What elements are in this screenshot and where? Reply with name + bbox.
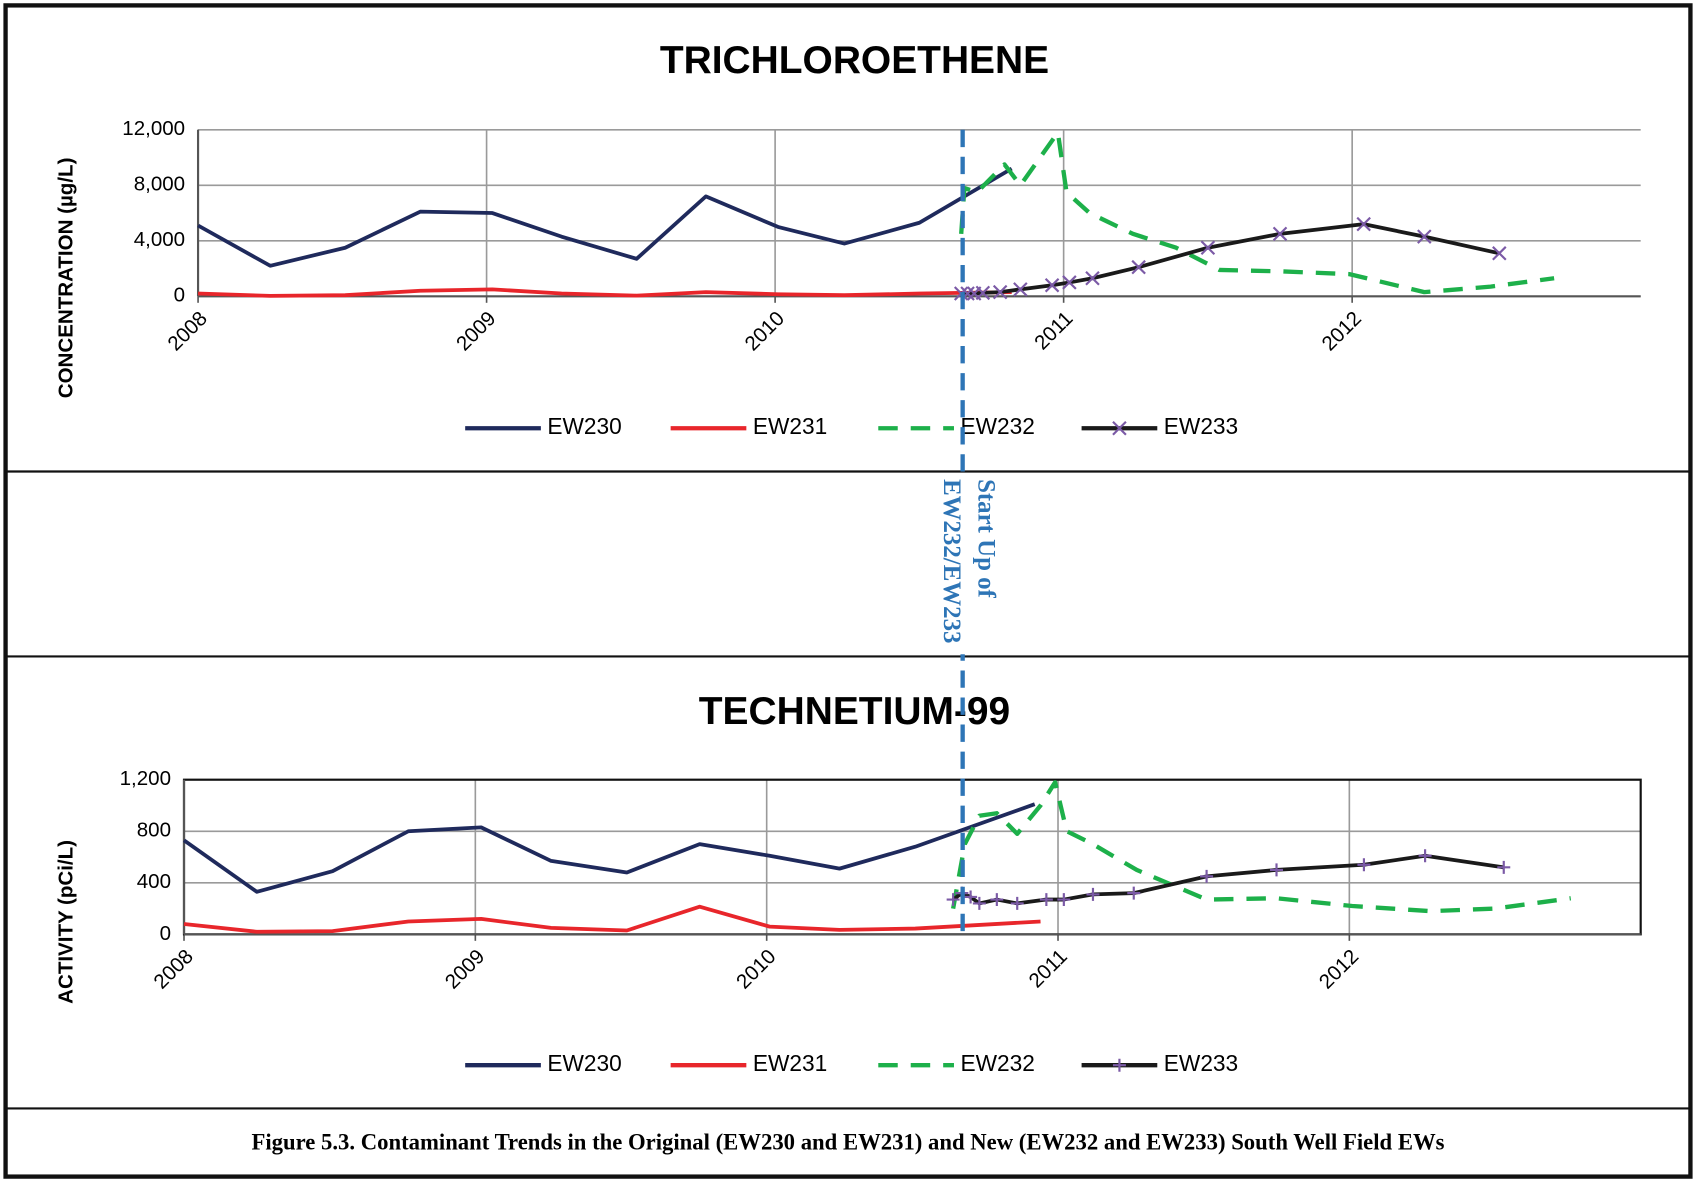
marker — [1200, 869, 1214, 883]
annotation-text: EW232/EW233 — [938, 479, 965, 643]
y-tick-label: 800 — [137, 819, 171, 842]
series-line — [183, 904, 1041, 934]
marker — [1086, 887, 1100, 901]
marker — [972, 896, 986, 910]
marker — [975, 285, 991, 301]
chart-title: TECHNETIUM-99 — [699, 690, 1010, 733]
marker — [1057, 893, 1071, 907]
marker — [964, 890, 978, 904]
annotation-box — [928, 473, 1006, 655]
marker — [1270, 863, 1284, 877]
marker — [990, 893, 1004, 907]
marker — [1062, 275, 1077, 290]
legend-label: EW233 — [1164, 1050, 1238, 1076]
marker — [1492, 246, 1507, 261]
marker — [1418, 849, 1432, 863]
legend-label: EW230 — [547, 413, 621, 439]
series-line — [951, 780, 1572, 914]
marker — [1039, 893, 1053, 907]
series-line — [198, 287, 1012, 298]
marker — [1357, 858, 1371, 872]
marker — [1112, 420, 1127, 436]
y-axis-label: ACTIVITY (pCi/L) — [55, 840, 78, 1004]
marker — [1272, 226, 1288, 242]
marker — [1010, 896, 1024, 910]
legend-label: EW232 — [960, 413, 1034, 439]
marker — [1356, 216, 1371, 232]
marker — [992, 284, 1008, 300]
annotation-text: Start Up of — [973, 479, 1000, 598]
series-line — [959, 130, 1555, 295]
marker — [1200, 240, 1216, 255]
marker — [1013, 282, 1028, 297]
marker — [1127, 886, 1141, 900]
y-axis-label: CONCENTRATION (µg/L) — [55, 158, 78, 399]
y-tick-label: 0 — [160, 922, 171, 945]
series-line — [182, 802, 1036, 894]
marker — [1112, 1058, 1126, 1072]
y-tick-label: 4,000 — [134, 228, 185, 251]
marker — [946, 893, 960, 907]
legend-label: EW233 — [1164, 413, 1238, 439]
legend-label: EW231 — [753, 413, 827, 439]
y-tick-label: 1,200 — [120, 767, 171, 790]
marker — [1497, 860, 1511, 874]
y-tick-label: 12,000 — [122, 117, 185, 140]
chart-title: TRICHLOROETHENE — [660, 39, 1049, 82]
caption: Figure 5.3. Contaminant Trends in the Or… — [252, 1129, 1445, 1154]
series-line — [197, 166, 1013, 268]
y-tick-label: 0 — [174, 284, 185, 307]
y-tick-label: 8,000 — [134, 173, 185, 196]
legend-label: EW232 — [960, 1050, 1034, 1076]
marker — [1044, 277, 1060, 293]
legend-label: EW230 — [547, 1050, 621, 1076]
frame — [3, 3, 1693, 1179]
marker — [1085, 271, 1100, 286]
y-tick-label: 400 — [137, 870, 171, 893]
marker — [1417, 229, 1432, 244]
legend-label: EW231 — [753, 1050, 827, 1076]
marker — [1131, 259, 1146, 275]
